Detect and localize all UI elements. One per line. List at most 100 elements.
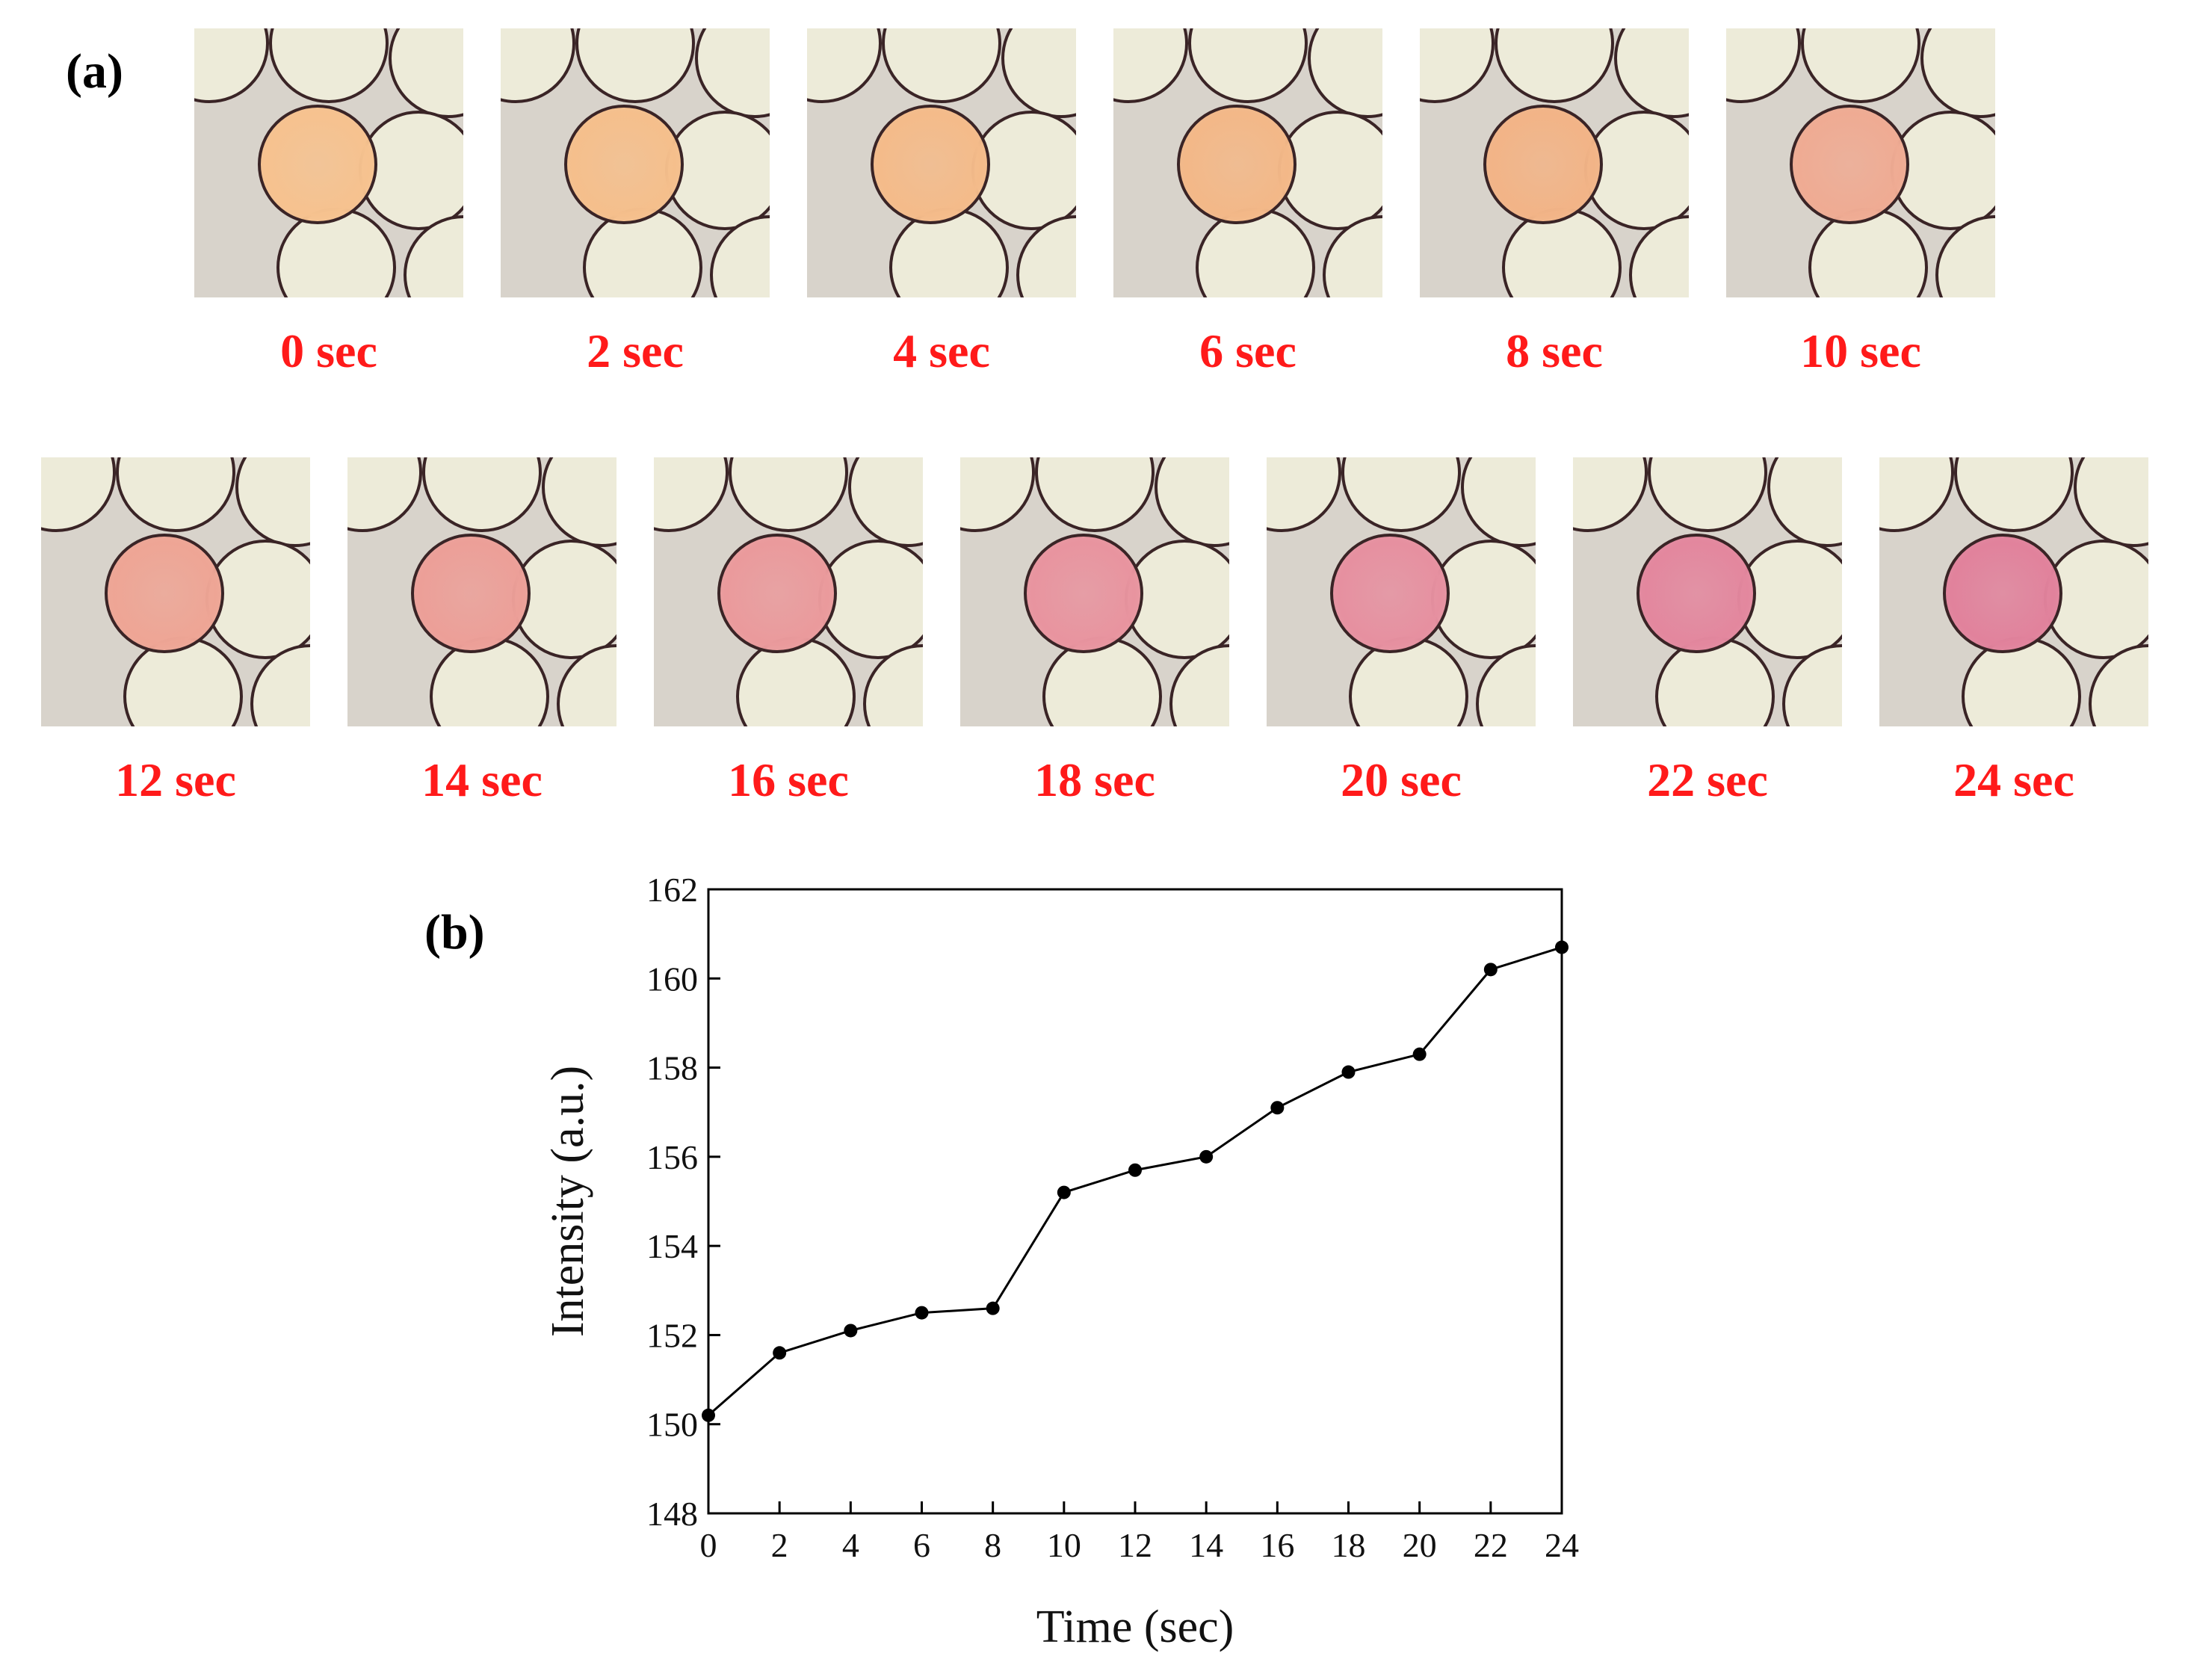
neighbor-droplet [422, 457, 542, 532]
droplet-frame-image [960, 457, 1229, 726]
droplet-frame-image [1113, 28, 1382, 297]
neighbor-droplet [1349, 637, 1468, 726]
neighbor-droplet [1782, 644, 1842, 726]
neighbor-droplet [1648, 457, 1767, 532]
neighbor-droplet [1016, 215, 1076, 297]
x-tick-label: 4 [842, 1526, 859, 1564]
neighbor-droplet [1420, 28, 1495, 103]
x-tick-label: 12 [1118, 1526, 1152, 1564]
neighbor-droplet [729, 457, 848, 532]
droplet-frame-image [1726, 28, 1995, 297]
droplet-frame-image [1879, 457, 2148, 726]
data-point [986, 1301, 1000, 1315]
droplet-frame-image [1573, 457, 1842, 726]
neighbor-droplet [1196, 208, 1315, 297]
droplet-frame-grid: 0 sec 2 sec 4 sec 6 sec 8 sec 10 sec 12 sec 14 … [0, 0, 2185, 837]
neighbor-droplet [1267, 457, 1341, 532]
colored-droplet [411, 534, 531, 653]
data-point [844, 1324, 858, 1338]
neighbor-droplet [41, 457, 116, 532]
data-point [702, 1408, 715, 1422]
y-tick-label: 160 [646, 960, 698, 998]
x-tick-label: 18 [1332, 1526, 1366, 1564]
neighbor-droplet [1920, 28, 1995, 118]
colored-droplet [1637, 534, 1756, 653]
data-point [1199, 1149, 1214, 1164]
neighbor-droplet [2074, 457, 2148, 547]
frame-time-label: 20 sec [1341, 753, 1462, 806]
neighbor-droplet [276, 208, 396, 297]
neighbor-droplet [1476, 644, 1536, 726]
frame-time-label: 0 sec [280, 324, 377, 377]
data-point [1555, 940, 1569, 954]
neighbor-droplet [695, 28, 770, 118]
data-point [1270, 1101, 1285, 1115]
neighbor-droplet [2089, 644, 2148, 726]
neighbor-droplet [347, 457, 422, 532]
x-tick-label: 14 [1189, 1526, 1223, 1564]
colored-droplet [1330, 534, 1450, 653]
y-tick-label: 162 [646, 871, 698, 909]
neighbor-droplet [848, 457, 923, 547]
droplet-frame-image [1420, 28, 1689, 297]
neighbor-droplet [1341, 457, 1461, 532]
neighbor-droplet [557, 644, 616, 726]
data-point [1057, 1185, 1071, 1199]
frame-time-label: 2 sec [587, 324, 684, 377]
neighbor-droplet [430, 637, 549, 726]
neighbor-droplet [1461, 457, 1536, 547]
neighbor-droplet [1169, 644, 1229, 726]
neighbor-droplet [1954, 457, 2074, 532]
y-axis-title: Intensity (a.u.) [543, 1066, 593, 1337]
droplet-frame-image [501, 28, 770, 297]
colored-droplet [1483, 105, 1603, 224]
neighbor-droplet [1879, 457, 1954, 532]
x-tick-label: 20 [1403, 1526, 1437, 1564]
neighbor-droplet [1808, 208, 1928, 297]
neighbor-droplet [1726, 28, 1801, 103]
droplet-frame-image [41, 457, 310, 726]
colored-droplet [564, 105, 684, 224]
data-point [1341, 1065, 1356, 1079]
droplet-frame [1267, 457, 1536, 726]
droplet-frame [41, 457, 310, 726]
neighbor-droplet [1113, 28, 1188, 103]
data-point [915, 1306, 929, 1320]
droplet-frame-image [654, 457, 923, 726]
droplet-frame [1573, 457, 1842, 726]
x-tick-label: 10 [1047, 1526, 1081, 1564]
frame-time-label: 6 sec [1199, 324, 1297, 377]
y-tick-label: 148 [646, 1495, 698, 1533]
droplet-frame-image [194, 28, 463, 297]
neighbor-droplet [863, 644, 923, 726]
neighbor-droplet [194, 28, 269, 103]
droplet-frame [501, 28, 770, 297]
colored-droplet [258, 105, 377, 224]
neighbor-droplet [889, 208, 1009, 297]
frame-time-label: 8 sec [1506, 324, 1603, 377]
colored-droplet [1790, 105, 1909, 224]
y-tick-label: 152 [646, 1316, 698, 1354]
neighbor-droplet [404, 215, 463, 297]
neighbor-droplet [1573, 457, 1648, 532]
colored-droplet [1943, 534, 2062, 653]
neighbor-droplet [1035, 457, 1155, 532]
neighbor-droplet [1801, 28, 1920, 103]
colored-droplet [717, 534, 837, 653]
panel-a-label: (a) [66, 44, 123, 99]
neighbor-droplet [542, 457, 616, 547]
droplet-frame-image [807, 28, 1076, 297]
data-point [1128, 1163, 1142, 1177]
neighbor-droplet [1767, 457, 1842, 547]
droplet-frame-image [347, 457, 616, 726]
neighbor-droplet [1188, 28, 1308, 103]
neighbor-droplet [1155, 457, 1229, 547]
frame-time-label: 14 sec [421, 753, 543, 806]
neighbor-droplet [1935, 215, 1995, 297]
y-tick-label: 154 [646, 1227, 698, 1265]
frame-time-label: 10 sec [1800, 324, 1921, 377]
series-line [708, 946, 1563, 1416]
frame-time-label: 22 sec [1647, 753, 1768, 806]
y-tick-label: 156 [646, 1138, 698, 1176]
